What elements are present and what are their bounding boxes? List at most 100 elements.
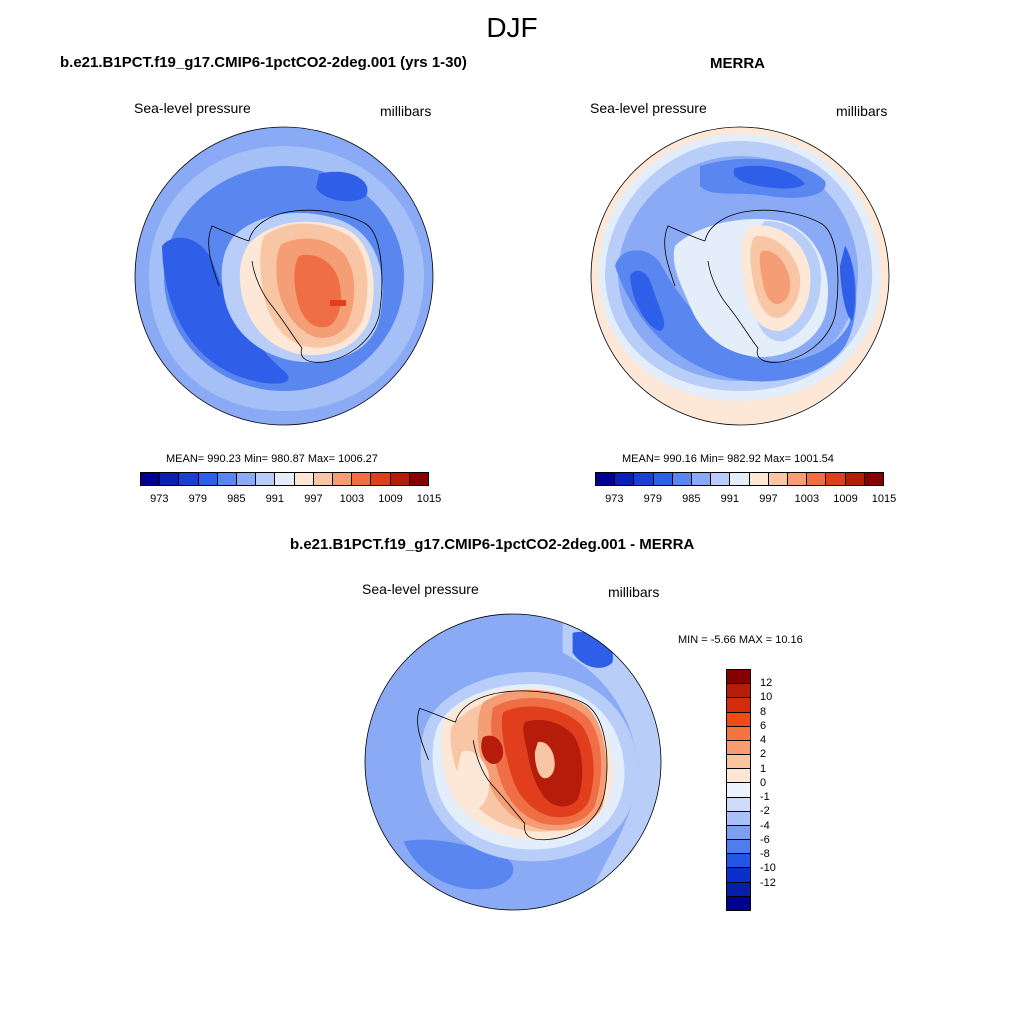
colorbar-tick-label: 997: [304, 493, 323, 505]
colorbar-tick-label: -8: [760, 848, 770, 861]
colorbar-tick-label: 12: [760, 677, 773, 690]
colorbar-box: [749, 473, 769, 485]
colorbar-box: [371, 473, 391, 485]
panel1-colorbar-ticks: 973 979 985 991 997 1003 1009 1015: [140, 493, 441, 507]
panel1-units-label: millibars: [380, 103, 432, 119]
colorbar-box: [727, 797, 750, 812]
panel2-colorbar-boxes: [595, 472, 884, 486]
colorbar-box: [864, 473, 884, 485]
panel1-stats: MEAN= 990.23 Min= 980.87 Max= 1006.27: [166, 453, 378, 465]
colorbar-box: [596, 473, 616, 485]
colorbar-tick-label: 991: [265, 493, 285, 505]
panel3-colorbar-ticks: 12 10 8 6 4 2 1 0 -1 -2 -4 -6 -8 -10 -12: [760, 669, 800, 911]
colorbar-box: [294, 473, 314, 485]
colorbar-tick-label: 985: [227, 493, 246, 505]
colorbar-tick-label: -10: [760, 862, 776, 875]
colorbar-tick-label: -2: [760, 805, 770, 818]
colorbar-tick-label: 2: [760, 748, 767, 761]
colorbar-tick-label: -12: [760, 876, 776, 889]
colorbar-box: [727, 882, 750, 897]
panel3-colorbar-boxes: [726, 669, 751, 911]
colorbar-tick-label: 0: [760, 776, 767, 789]
colorbar-box: [141, 473, 161, 485]
colorbar-box: [672, 473, 693, 485]
colorbar-box: [727, 726, 750, 741]
colorbar-box: [160, 473, 180, 485]
colorbar-box: [692, 473, 712, 485]
panel2-colorbar: 973 979 985 991 997 1003 1009 1015: [595, 472, 896, 507]
colorbar-box: [275, 473, 295, 485]
colorbar-box: [198, 473, 218, 485]
panel3-variable-label: Sea-level pressure: [362, 581, 479, 597]
colorbar-tick-label: 997: [759, 493, 778, 505]
colorbar-tick-label: 985: [682, 493, 701, 505]
colorbar-box: [727, 811, 750, 826]
colorbar-box: [409, 473, 429, 485]
colorbar-tick-label: 6: [760, 719, 767, 732]
colorbar-box: [727, 755, 750, 770]
panel2-title: MERRA: [710, 55, 765, 72]
colorbar-box: [727, 712, 750, 727]
colorbar-box: [730, 473, 750, 485]
colorbar-box: [333, 473, 353, 485]
colorbar-tick-label: 1009: [378, 493, 403, 505]
colorbar-box: [788, 473, 808, 485]
panel3-units-label: millibars: [608, 584, 660, 600]
panel1-variable-label: Sea-level pressure: [134, 100, 251, 116]
colorbar-tick-label: -1: [760, 791, 770, 804]
colorbar-box: [727, 783, 750, 798]
colorbar-tick-label: 1015: [416, 493, 442, 505]
colorbar-box: [807, 473, 827, 485]
colorbar-box: [727, 825, 750, 841]
colorbar-tick-label: 1015: [871, 493, 897, 505]
colorbar-box: [768, 473, 789, 485]
panel3-title: b.e21.B1PCT.f19_g17.CMIP6-1pctCO2-2deg.0…: [290, 536, 695, 553]
colorbar-box: [727, 840, 750, 855]
colorbar-box: [845, 473, 865, 485]
colorbar-box: [615, 473, 635, 485]
panel3-colorbar: 12 10 8 6 4 2 1 0 -1 -2 -4 -6 -8 -10 -12: [726, 669, 776, 911]
colorbar-tick-label: 1003: [794, 493, 820, 505]
colorbar-box: [653, 473, 673, 485]
panel2-variable-label: Sea-level pressure: [590, 100, 707, 116]
colorbar-box: [179, 473, 199, 485]
colorbar-box: [727, 854, 750, 869]
colorbar-box: [256, 473, 276, 485]
panel1-colorbar-boxes: [140, 472, 429, 486]
colorbar-tick-label: 1: [760, 762, 767, 775]
colorbar-box: [727, 769, 750, 784]
colorbar-box: [727, 896, 750, 910]
colorbar-box: [237, 473, 257, 485]
colorbar-box: [313, 473, 334, 485]
panel2-polar-map: [590, 126, 890, 426]
colorbar-box: [727, 868, 750, 883]
colorbar-box: [727, 740, 750, 756]
colorbar-box: [634, 473, 654, 485]
colorbar-tick-label: -6: [760, 833, 770, 846]
colorbar-box: [352, 473, 372, 485]
colorbar-tick-label: 10: [760, 691, 773, 704]
colorbar-tick-label: 991: [720, 493, 740, 505]
colorbar-box: [727, 684, 750, 699]
colorbar-tick-label: 979: [188, 493, 207, 505]
colorbar-tick-label: 1003: [339, 493, 365, 505]
colorbar-tick-label: 1009: [833, 493, 858, 505]
panel2-stats: MEAN= 990.16 Min= 982.92 Max= 1001.54: [622, 453, 834, 465]
colorbar-tick-label: 973: [150, 493, 169, 505]
panel1-polar-map: [134, 126, 434, 426]
panel3-stats: MIN = -5.66 MAX = 10.16: [678, 634, 803, 646]
colorbar-box: [826, 473, 846, 485]
colorbar-tick-label: 979: [643, 493, 662, 505]
colorbar-box: [727, 698, 750, 713]
colorbar-tick-label: 4: [760, 734, 767, 747]
colorbar-box: [711, 473, 731, 485]
colorbar-box: [390, 473, 410, 485]
panel1-colorbar: 973 979 985 991 997 1003 1009 1015: [140, 472, 441, 507]
figure-title: DJF: [486, 12, 538, 43]
colorbar-tick-label: 973: [605, 493, 624, 505]
colorbar-box: [217, 473, 238, 485]
panel2-colorbar-ticks: 973 979 985 991 997 1003 1009 1015: [595, 493, 896, 507]
colorbar-tick-label: -4: [760, 819, 770, 832]
colorbar-tick-label: 8: [760, 705, 767, 718]
panel3-polar-map: [364, 613, 662, 911]
